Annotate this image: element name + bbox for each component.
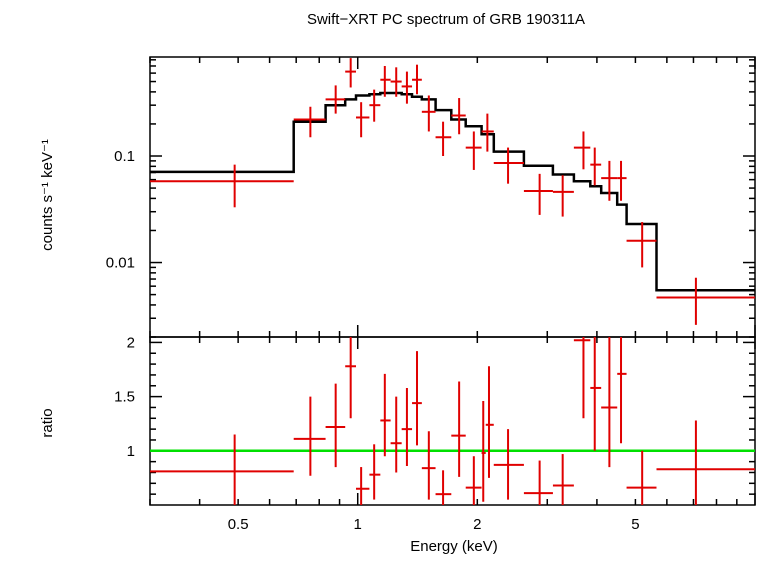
spectrum-data-point	[435, 121, 452, 157]
ratio-data-point	[465, 456, 482, 505]
ratio-data-point	[390, 396, 402, 473]
ratio-data-point	[626, 450, 657, 505]
spectrum-data-point	[465, 131, 482, 170]
ratio-plot-frame	[149, 336, 756, 506]
ratio-data-point	[552, 454, 574, 505]
spectrum-data-point	[369, 89, 381, 122]
spectrum-data-point	[552, 175, 574, 217]
ratio-data-point	[380, 373, 391, 457]
spectrum-data-point	[355, 102, 370, 138]
ratio-data-point	[590, 337, 602, 451]
chart-title: Swift−XRT PC spectrum of GRB 190311A	[307, 11, 585, 28]
ratio-y-tick-label: 2	[127, 334, 135, 351]
x-tick-label: 2	[473, 516, 481, 533]
x-tick-label: 5	[631, 516, 639, 533]
ratio-data-point	[421, 431, 436, 500]
ratio-data-point	[325, 383, 346, 468]
model-step-line	[150, 91, 755, 292]
top-panel-y-axis-label: counts s⁻¹ keV⁻¹	[39, 139, 56, 251]
spectrum-data-point	[523, 173, 553, 215]
spectrum-data-point	[325, 85, 346, 114]
spectrum-data-point	[421, 95, 436, 132]
x-axis-label: Energy (keV)	[410, 538, 498, 555]
spectrum-data-point	[656, 277, 755, 325]
spectrum-data-point	[626, 222, 657, 268]
ratio-panel: 0.5 1 2 5 1 1.5 2	[114, 334, 756, 533]
ratio-data-point	[601, 337, 618, 468]
spectrum-data-point	[493, 147, 524, 184]
spectrum-y-tick-label: 0.01	[106, 255, 135, 272]
ratio-data-point	[369, 444, 381, 500]
spectrum-data-point	[380, 65, 391, 97]
x-tick-label: 0.5	[228, 516, 249, 533]
ratio-data-point	[451, 381, 466, 477]
ratio-data-point	[345, 337, 356, 419]
spectrum-data-point	[617, 160, 627, 201]
ratio-data-point	[435, 470, 452, 505]
ratio-data-point	[293, 396, 326, 476]
spectrum-data-point	[481, 113, 494, 152]
ratio-data-point	[401, 387, 413, 466]
spectrum-data-point	[150, 164, 294, 208]
spectrum-y-tick-label: 0.1	[114, 148, 135, 165]
ratio-data-point	[493, 429, 524, 500]
bottom-panel-y-axis-label: ratio	[39, 408, 56, 437]
ratio-data-point	[485, 366, 494, 478]
spectrum-data-point	[293, 106, 326, 138]
spectrum-data-point	[345, 58, 356, 88]
spectrum-data-point	[412, 64, 422, 95]
ratio-data-point	[523, 460, 553, 505]
ratio-data-point	[481, 400, 486, 502]
spectrum-data-point	[390, 67, 402, 97]
ratio-data-point	[150, 434, 294, 505]
spectrum-data-point	[401, 71, 413, 104]
ratio-data-point	[617, 337, 627, 444]
spectrum-data-point	[590, 147, 602, 186]
ratio-data-point	[656, 420, 755, 505]
ratio-y-tick-label: 1	[127, 443, 135, 460]
ratio-data-point	[412, 351, 422, 446]
ratio-y-tick-label: 1.5	[114, 389, 135, 406]
ratio-data-point	[573, 337, 591, 419]
x-tick-label: 1	[354, 516, 362, 533]
ratio-data-point	[355, 467, 370, 505]
spectrum-data-point	[601, 160, 618, 201]
spectrum-data-point	[573, 131, 591, 170]
spectrum-data-point	[451, 98, 466, 135]
